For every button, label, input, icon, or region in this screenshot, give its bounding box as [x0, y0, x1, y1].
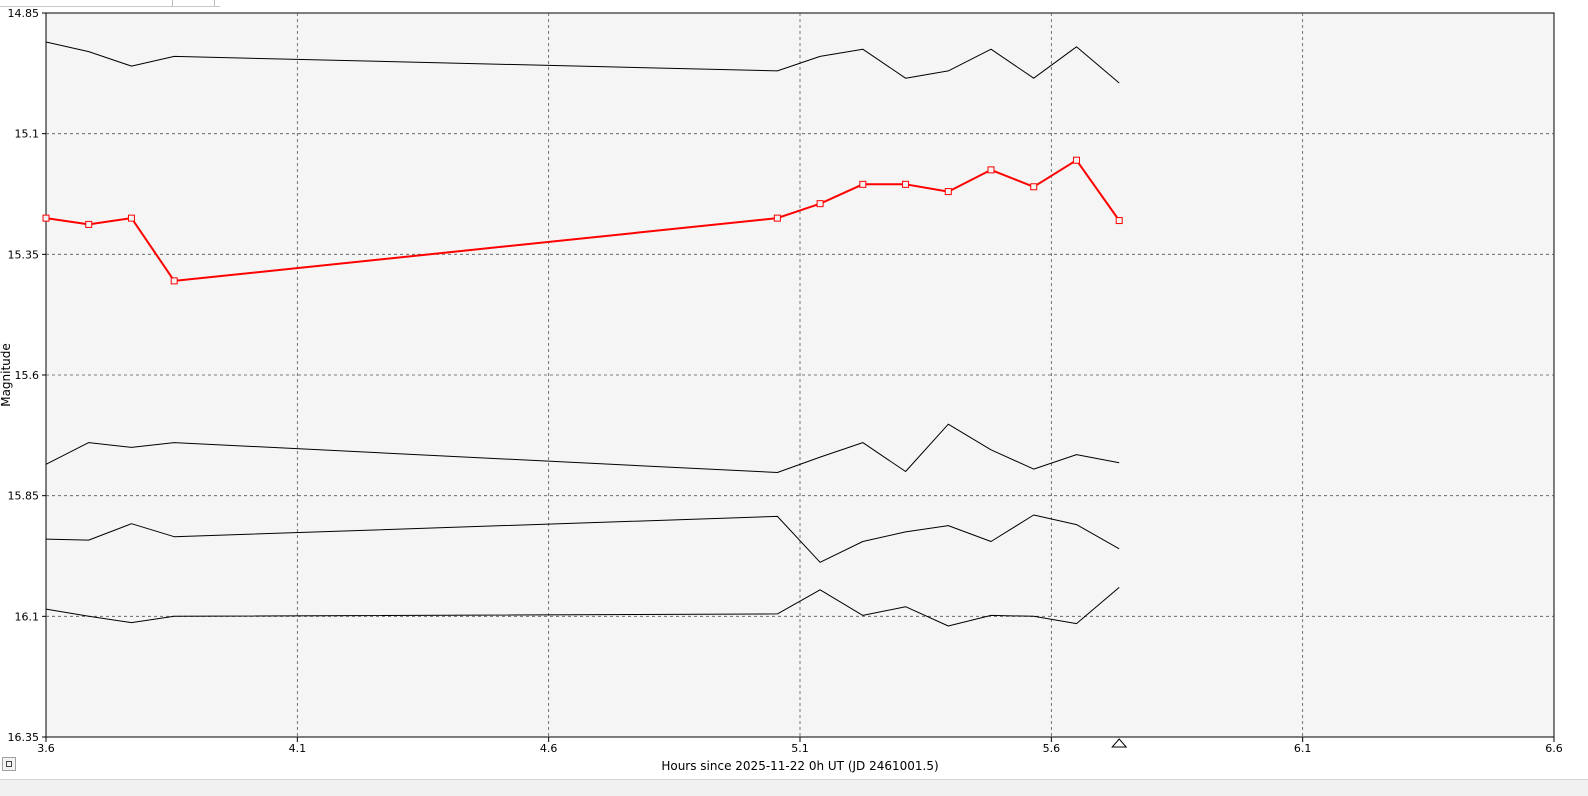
y-tick-label: 14.85 [8, 7, 40, 20]
target-data-point[interactable] [1115, 217, 1123, 225]
comparison-series-line[interactable] [45, 423, 1120, 473]
target-data-point[interactable] [127, 214, 135, 222]
x-tick-label: 6.6 [1545, 742, 1563, 755]
comparison-star-series [45, 514, 1120, 563]
target-data-point[interactable] [1072, 156, 1080, 164]
legend-toggle-button[interactable] [2, 757, 16, 771]
y-tick-label: 15.35 [8, 248, 40, 261]
target-data-point[interactable] [42, 214, 50, 222]
y-tick-label: 16.1 [15, 610, 40, 623]
x-tick-label: 6.1 [1294, 742, 1312, 755]
x-tick-label: 4.1 [289, 742, 307, 755]
comparison-star-series [45, 587, 1120, 627]
comparison-series-line[interactable] [45, 587, 1120, 627]
target-star-series [42, 156, 1123, 285]
y-tick-label: 16.35 [8, 731, 40, 744]
square-icon [6, 761, 12, 767]
comparison-series-line[interactable] [45, 41, 1120, 84]
comparison-star-series [45, 41, 1120, 84]
target-data-point[interactable] [944, 188, 952, 196]
target-data-point[interactable] [987, 166, 995, 174]
chart-tab[interactable] [0, 0, 173, 6]
chart-tab[interactable] [172, 0, 215, 6]
series-layer [42, 41, 1123, 627]
target-data-point[interactable] [170, 277, 178, 285]
time-marker-layer [1111, 738, 1128, 748]
light-curve-chart: 3.6 4.1 4.6 5.1 5.6 6.1 6.6 14.85 15.1 15.35 15.6 1… [0, 7, 1563, 773]
status-bar [0, 779, 1588, 796]
x-tick-label: 5.1 [791, 742, 809, 755]
axis-ticks: 3.6 4.1 4.6 5.1 5.6 6.1 6.6 14.85 15.1 15.35 15.6 1… [8, 7, 1563, 755]
x-tick-label: 4.6 [540, 742, 558, 755]
y-tick-label: 15.85 [8, 490, 40, 503]
target-data-point[interactable] [902, 180, 910, 188]
target-data-point[interactable] [85, 220, 93, 228]
y-tick-label: 15.6 [15, 369, 40, 382]
x-tick-label: 5.6 [1043, 742, 1061, 755]
x-tick-label: 3.6 [37, 742, 55, 755]
time-marker-triangle-icon[interactable] [1111, 738, 1128, 748]
tab-strip [0, 0, 220, 7]
target-data-point[interactable] [816, 200, 824, 208]
target-data-point[interactable] [1030, 183, 1038, 191]
comparison-star-series [45, 423, 1120, 473]
x-axis-label: Hours since 2025-11-22 0h UT (JD 2461001… [661, 759, 938, 773]
grid-lines [46, 13, 1554, 737]
y-tick-label: 15.1 [15, 128, 40, 141]
y-axis-label: Magnitude [0, 343, 13, 407]
target-data-point[interactable] [773, 214, 781, 222]
comparison-series-line[interactable] [45, 514, 1120, 563]
target-data-point[interactable] [859, 180, 867, 188]
